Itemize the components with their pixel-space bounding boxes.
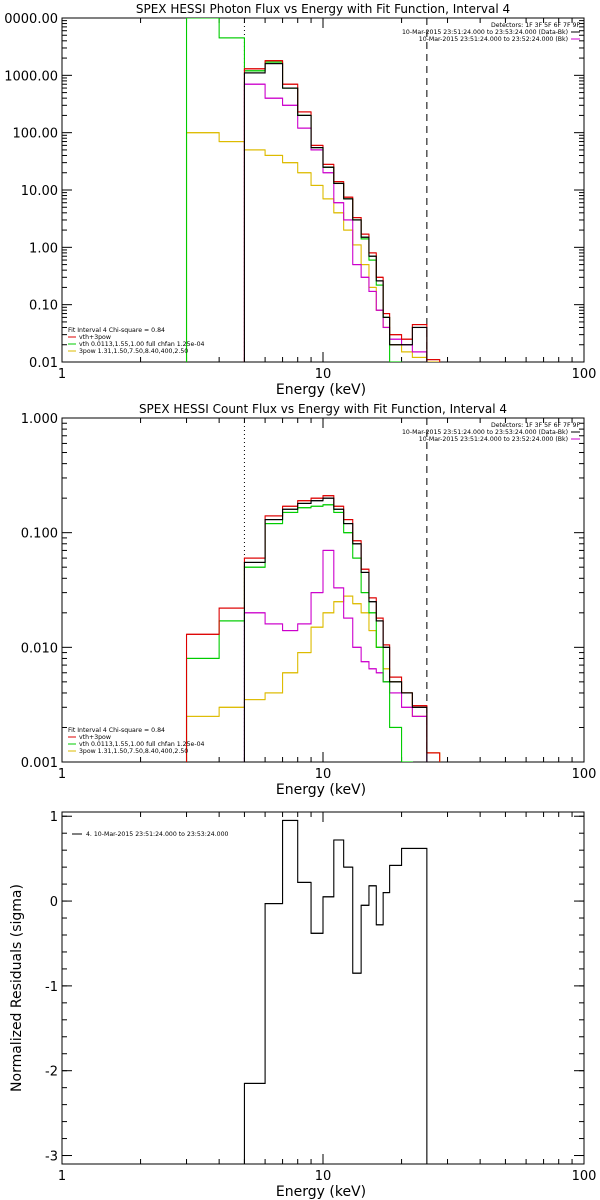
data-layer xyxy=(185,418,441,762)
x-tick-label: 100 xyxy=(572,367,597,382)
y-tick-label: 100.00 xyxy=(13,127,59,142)
legend-entry: Fit Interval 4 Chi-square = 0.84 xyxy=(68,327,165,334)
x-axis-label: Energy (keV) xyxy=(276,782,366,798)
series-1 xyxy=(185,495,441,762)
x-tick-label: 10 xyxy=(315,1169,332,1184)
y-tick-label: 0.010 xyxy=(21,641,58,656)
legend-entry: 3pow 1.31,1.50,7.50,8.40,400,2.50 xyxy=(79,348,188,355)
series-0 xyxy=(243,819,428,1164)
y-tick-label: 10.00 xyxy=(21,184,58,199)
legend-entry: 10-Mar-2015 23:51:24.000 to 23:52:24.000… xyxy=(419,36,568,43)
count-flux-panel: SPEX HESSI Count Flux vs Energy with Fit… xyxy=(21,402,597,798)
legend-entry: vth+3pow xyxy=(79,734,111,741)
series-3 xyxy=(243,83,428,362)
series-2 xyxy=(185,504,413,762)
legend-entry: 3pow 1.31,1.50,7.50,8.40,400,2.50 xyxy=(79,748,188,755)
series-step-line xyxy=(243,497,428,762)
series-3 xyxy=(243,549,428,762)
y-tick-label: 1.000 xyxy=(21,412,58,427)
series-step-line xyxy=(243,63,428,362)
chart-title: SPEX HESSI Count Flux vs Energy with Fit… xyxy=(139,402,507,416)
y-tick-label: 1.00 xyxy=(29,241,58,256)
y-tick-label: 0.10 xyxy=(29,299,58,314)
y-tick-label: 0.01 xyxy=(29,356,58,371)
chart-title: SPEX HESSI Photon Flux vs Energy with Fi… xyxy=(136,2,510,16)
series-2 xyxy=(185,18,403,362)
series-4 xyxy=(185,132,441,362)
legend-entry: 10-Mar-2015 23:51:24.000 to 23:53:24.000… xyxy=(402,429,568,436)
y-tick-label: 0.100 xyxy=(21,527,58,542)
series-0 xyxy=(243,63,428,362)
x-tick-label: 100 xyxy=(572,767,597,782)
y-tick-label: -3 xyxy=(45,1150,58,1165)
legend-entry: vth 0.0113,1.55,1.00 full chfan 1.25e-04 xyxy=(79,341,205,348)
data-layer xyxy=(185,18,441,362)
legend-entry: 4. 10-Mar-2015 23:51:24.000 to 23:53:24.… xyxy=(86,831,229,838)
x-axis-label: Energy (keV) xyxy=(276,1184,366,1200)
y-tick-label: -2 xyxy=(45,1065,58,1080)
series-step-line xyxy=(185,18,403,362)
series-step-line xyxy=(185,504,413,762)
legend-entry: vth 0.0113,1.55,1.00 full chfan 1.25e-04 xyxy=(79,741,205,748)
residuals-panel: 1 10 100 -3 -2 -1 0 1 Energy (keV) Normalized Res… xyxy=(9,810,596,1200)
series-1 xyxy=(243,60,441,362)
x-tick-label: 10 xyxy=(315,767,332,782)
x-tick-label: 1 xyxy=(58,367,66,382)
plot-frame xyxy=(61,811,585,1165)
y-tick-label: 1000.00 xyxy=(4,69,58,84)
series-step-line xyxy=(243,549,428,762)
data-layer xyxy=(243,819,428,1164)
legend-entry: Detectors: 1F 3F 5F 6F 7F 9F xyxy=(491,22,580,29)
series-step-line xyxy=(243,819,428,1164)
x-axis-label: Energy (keV) xyxy=(276,382,366,398)
legend-entry: Detectors: 1F 3F 5F 6F 7F 9F xyxy=(491,422,580,429)
x-tick-label: 1 xyxy=(58,767,66,782)
photon-flux-panel: SPEX HESSI Photon Flux vs Energy with Fi… xyxy=(4,2,596,398)
legend-entry: Fit Interval 4 Chi-square = 0.84 xyxy=(68,727,165,734)
legend-entry: vth+3pow xyxy=(79,334,111,341)
series-0 xyxy=(243,497,428,762)
series-step-line xyxy=(185,132,441,362)
x-tick-label: 10 xyxy=(315,367,332,382)
y-tick-label: 0000.00 xyxy=(4,12,58,27)
y-tick-label: -1 xyxy=(45,980,58,995)
x-tick-label: 1 xyxy=(58,1169,66,1184)
y-tick-label: 0 xyxy=(50,895,58,910)
y-tick-label: 0.001 xyxy=(21,756,58,771)
legend-entry: 10-Mar-2015 23:51:24.000 to 23:52:24.000… xyxy=(419,436,568,443)
x-tick-label: 100 xyxy=(572,1169,597,1184)
series-step-line xyxy=(243,83,428,362)
y-axis-label: Normalized Residuals (sigma) xyxy=(9,884,25,1092)
series-step-line xyxy=(185,495,441,762)
y-tick-label: 1 xyxy=(50,810,58,825)
legend-entry: 10-Mar-2015 23:51:24.000 to 23:53:24.000… xyxy=(402,29,568,36)
